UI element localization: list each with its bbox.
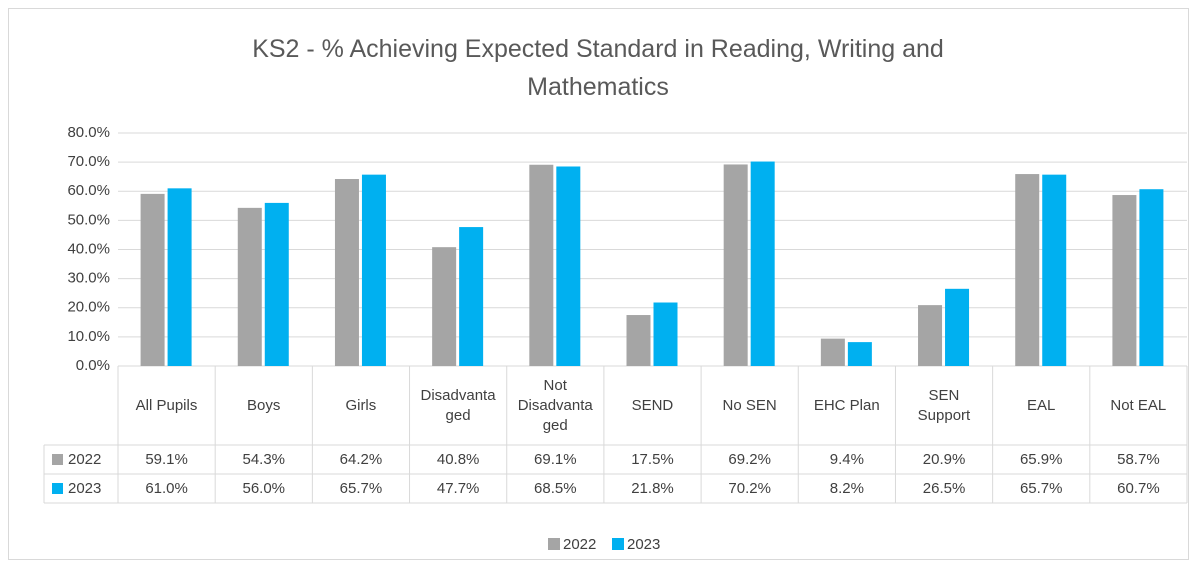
table-value: 64.2% [340, 451, 383, 468]
x-tick-label: EHC Plan [813, 396, 880, 414]
y-tick-label: 30.0% [67, 270, 110, 287]
bar [264, 202, 289, 366]
y-tick-label: 70.0% [67, 153, 110, 170]
cell: No SEN [701, 366, 798, 445]
cell: SEND [604, 366, 701, 445]
chart-border [8, 8, 1189, 560]
table-value: 65.7% [1020, 480, 1063, 497]
y-tick-label: 50.0% [67, 211, 110, 228]
x-tick-label-box: EHC Plan [798, 366, 895, 445]
legend-label: 2022 [563, 536, 596, 553]
bar [361, 174, 386, 366]
bar [140, 193, 165, 366]
bar [556, 166, 581, 366]
legend-label: 2023 [627, 536, 660, 553]
y-tick-label: 60.0% [67, 182, 110, 199]
cell: Boys [215, 366, 312, 445]
cell: All Pupils [118, 366, 215, 445]
bar [1139, 189, 1164, 366]
table-value: 60.7% [1117, 480, 1160, 497]
bar [1042, 174, 1067, 366]
bar [432, 247, 457, 366]
legend-key [548, 538, 560, 550]
table-value: 40.8% [437, 451, 480, 468]
x-tick-label: Not EAL [1110, 396, 1167, 414]
bar [1015, 174, 1040, 366]
table-value: 9.4% [830, 451, 864, 468]
table-value: 47.7% [437, 480, 480, 497]
x-tick-label: SEND [631, 396, 674, 414]
table-value: 21.8% [631, 480, 674, 497]
bar [529, 164, 554, 366]
table-value: 56.0% [242, 480, 285, 497]
bar [820, 338, 845, 366]
bar [1112, 195, 1137, 366]
cell: EAL [993, 366, 1090, 445]
cell: Girls [312, 366, 409, 445]
table-value: 69.1% [534, 451, 577, 468]
y-tick-label: 0.0% [76, 357, 110, 374]
cell: SEN Support [895, 366, 992, 445]
x-tick-label-box: EAL [993, 366, 1090, 445]
x-tick-label-box: SEND [604, 366, 701, 445]
x-tick-label: Girls [345, 396, 377, 414]
y-tick-label: 10.0% [67, 328, 110, 345]
x-tick-label-box: Not Disadvantaged [507, 366, 604, 445]
table-value: 65.7% [340, 480, 383, 497]
bar [750, 161, 775, 366]
x-tick-label: EAL [1026, 396, 1056, 414]
table-value: 20.9% [923, 451, 966, 468]
x-tick-label: Boys [246, 396, 281, 414]
bar [918, 305, 943, 366]
table-value: 17.5% [631, 451, 674, 468]
bar [237, 207, 262, 366]
cell: EHC Plan [798, 366, 895, 445]
table-value: 61.0% [145, 480, 188, 497]
bar [167, 188, 192, 366]
bar [459, 227, 484, 366]
y-tick-label: 80.0% [67, 124, 110, 141]
x-tick-label-box: SEN Support [895, 366, 992, 445]
x-tick-label-box: Disadvantaged [410, 366, 507, 445]
table-value: 68.5% [534, 480, 577, 497]
bar [945, 288, 970, 366]
table-legend-key [52, 483, 63, 494]
table-value: 69.2% [728, 451, 771, 468]
table-value: 59.1% [145, 451, 188, 468]
legend-key [612, 538, 624, 550]
table-value: 70.2% [728, 480, 771, 497]
y-tick-label: 40.0% [67, 240, 110, 257]
x-tick-label-box: Girls [312, 366, 409, 445]
x-tick-label: SEN Support [917, 386, 971, 424]
chart-title: KS2 - % Achieving Expected Standard in R… [252, 35, 944, 101]
x-tick-label: All Pupils [135, 396, 198, 414]
bar [334, 179, 359, 366]
x-tick-label: No SEN [722, 396, 777, 414]
x-tick-label-box: No SEN [701, 366, 798, 445]
x-tick-label-box: Boys [215, 366, 312, 445]
table-legend-key [52, 454, 63, 465]
y-tick-label: 20.0% [67, 299, 110, 316]
bar [847, 342, 872, 366]
table-value: 58.7% [1117, 451, 1160, 468]
bar [653, 302, 678, 366]
cell: Not EAL [1090, 366, 1187, 445]
bar [723, 164, 748, 366]
cell: Not Disadvantaged [507, 366, 604, 445]
x-tick-label-box: Not EAL [1090, 366, 1187, 445]
table-series-name: 2023 [68, 480, 101, 497]
table-series-name: 2022 [68, 451, 101, 468]
table-value: 26.5% [923, 480, 966, 497]
x-tick-label: Not Disadvantaged [517, 376, 593, 434]
table-value: 8.2% [830, 480, 864, 497]
table-value: 65.9% [1020, 451, 1063, 468]
x-tick-label-box: All Pupils [118, 366, 215, 445]
bar [626, 315, 651, 366]
cell: Disadvantaged [410, 366, 507, 445]
x-tick-label: Disadvantaged [420, 386, 496, 424]
table-value: 54.3% [242, 451, 285, 468]
